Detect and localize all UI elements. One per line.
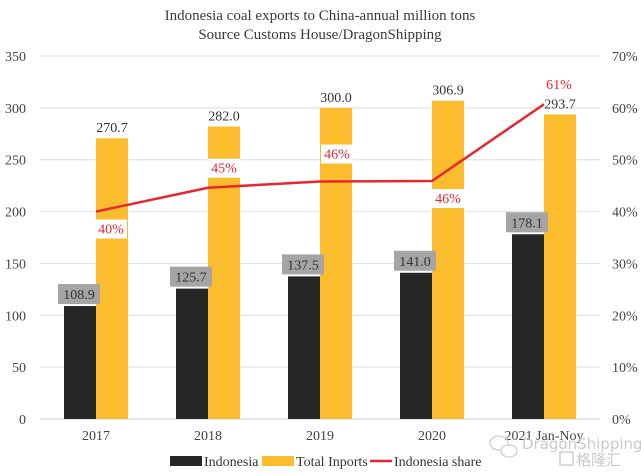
bar-label-indonesia: 141.0 <box>399 255 431 270</box>
y-right-tick-label: 20% <box>612 309 638 324</box>
legend: Indonesia Total Inports Indonesia share <box>170 455 481 470</box>
y-left-tick-label: 200 <box>5 206 26 221</box>
x-tick-label: 2020 <box>418 429 446 444</box>
bar-indonesia <box>512 234 544 419</box>
y-right-tick-label: 30% <box>612 257 638 272</box>
watermark-text-cn: 格隆汇 <box>576 451 621 469</box>
bar-total-imports <box>432 100 464 419</box>
y-right-tick-label: 10% <box>612 361 638 376</box>
bar-indonesia <box>64 306 96 419</box>
share-label: 46% <box>435 192 461 207</box>
x-axis: 2017 2018 2019 2020 2021 Jan-Noy <box>82 429 583 444</box>
y-left-tick-label: 150 <box>5 257 26 272</box>
bar-label-total-imports: 270.7 <box>96 121 128 136</box>
x-tick-label: 2018 <box>194 429 222 444</box>
share-label: 61% <box>546 78 572 93</box>
bar-label-indonesia: 178.1 <box>511 216 543 231</box>
y-left-tick-label: 350 <box>5 50 26 65</box>
y-axis-left: 0 50 100 150 200 250 300 350 <box>5 50 26 428</box>
x-tick-label: 2021 Jan-Noy <box>505 429 584 444</box>
bar-label-indonesia: 108.9 <box>63 288 95 303</box>
y-left-tick-label: 300 <box>5 102 26 117</box>
y-right-tick-label: 60% <box>612 102 638 117</box>
legend-swatch-indonesia <box>170 456 202 466</box>
share-label-box <box>321 144 353 164</box>
bar-indonesia <box>400 272 432 419</box>
share-label-box <box>432 188 464 208</box>
bar-label-box <box>282 254 324 275</box>
share-label: 45% <box>211 162 237 177</box>
y-left-tick-label: 250 <box>5 154 26 169</box>
watermark-text: DragonShipping <box>522 435 641 453</box>
y-left-tick-label: 100 <box>5 309 26 324</box>
legend-label: Indonesia share <box>394 455 481 470</box>
x-tick-label: 2017 <box>82 429 110 444</box>
share-label: 46% <box>324 147 350 162</box>
y-right-tick-label: 50% <box>612 154 638 169</box>
legend-label: Total Inports <box>296 455 368 470</box>
share-line <box>95 103 545 213</box>
chart-subtitle: Source Customs House/DragonShipping <box>198 27 442 43</box>
y-right-tick-label: 70% <box>612 50 638 65</box>
y-right-tick-label: 0% <box>612 413 631 428</box>
wechat-icon <box>489 435 518 458</box>
data-labels: 108.9 125.7 137.5 141.0 178.1 270.7 282.0 300.0… <box>58 78 576 305</box>
bar-total-imports <box>96 138 128 419</box>
bar-label-total-imports: 282.0 <box>208 110 240 125</box>
legend-label: Indonesia <box>204 455 259 470</box>
y-left-tick-label: 50 <box>12 361 26 376</box>
bar-label-box <box>394 250 436 271</box>
bar-label-total-imports: 306.9 <box>432 84 464 99</box>
share-label: 40% <box>98 223 124 238</box>
bar-label-indonesia: 137.5 <box>287 258 319 273</box>
bar-label-box <box>170 266 212 287</box>
share-label-box <box>95 219 127 239</box>
bar-label-total-imports: 293.7 <box>544 97 576 112</box>
share-label-box <box>208 158 240 178</box>
legend-swatch-total-imports <box>262 456 294 466</box>
bar-label-indonesia: 125.7 <box>175 271 207 286</box>
y-left-tick-label: 0 <box>19 413 26 428</box>
bar-label-box <box>506 212 548 233</box>
x-tick-label: 2019 <box>306 429 334 444</box>
bar-indonesia <box>176 288 208 419</box>
bar-label-total-imports: 300.0 <box>320 91 352 106</box>
bar-total-imports <box>544 114 576 419</box>
bar-indonesia <box>288 276 320 419</box>
chart-title: Indonesia coal exports to China-annual m… <box>165 8 476 24</box>
y-right-tick-label: 40% <box>612 206 638 221</box>
watermark-logo-icon <box>559 451 574 466</box>
y-axis-right: 0% 10% 20% 30% 40% 50% 60% 70% <box>612 50 638 428</box>
watermark: DragonShipping 格隆汇 <box>489 435 641 469</box>
bar-label-box <box>58 284 100 305</box>
